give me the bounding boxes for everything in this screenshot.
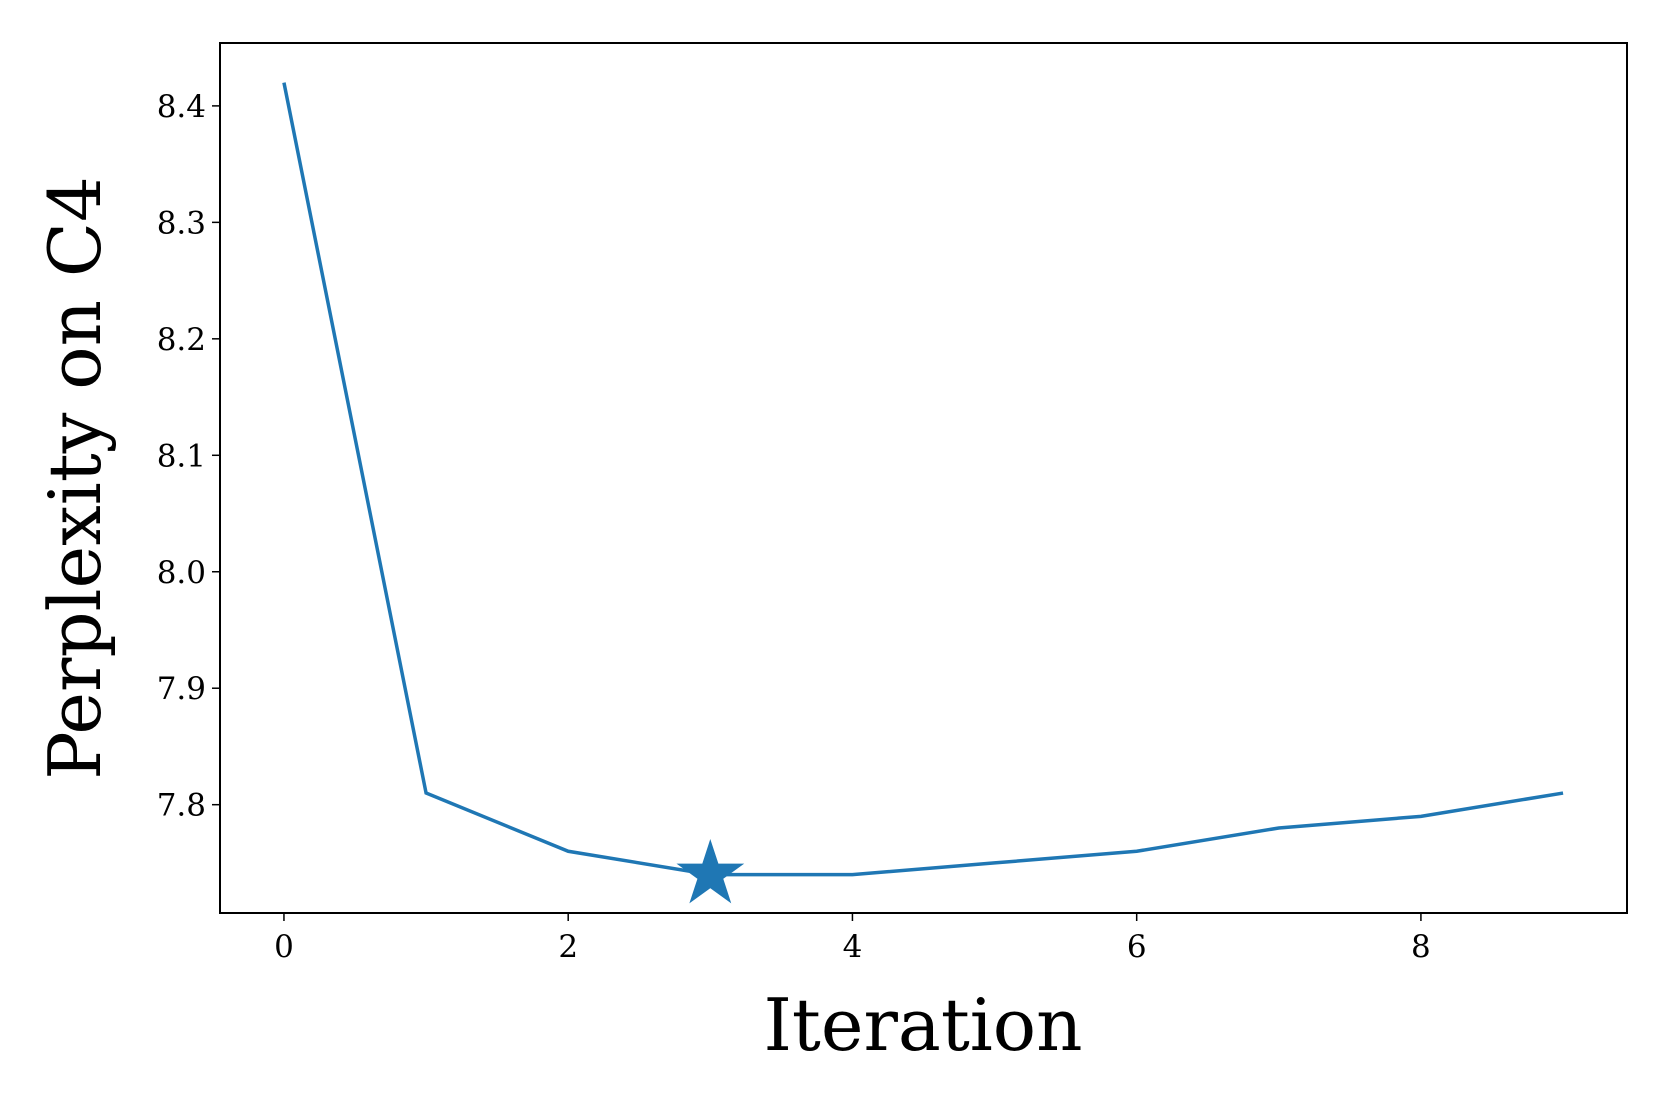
x-axis-label: Iteration [763,983,1082,1067]
x-tick-label: 2 [558,929,578,965]
x-tick-label: 6 [1127,929,1147,965]
plot-frame [219,42,1628,914]
y-tick-label: 8.3 [157,205,206,241]
y-tick-label: 8.4 [157,89,206,125]
highlight-star [676,838,745,904]
y-tick-label: 8.2 [157,322,206,358]
y-tick-label: 8.0 [157,555,206,591]
y-tick-label: 7.8 [157,788,206,824]
y-tick-label: 8.1 [157,438,206,474]
line [282,82,1564,877]
x-tick-label: 8 [1411,929,1431,965]
y-tick-label: 7.9 [157,671,206,707]
x-tick-label: 4 [843,929,863,965]
y-axis-label: Perplexity on C4 [33,176,117,780]
x-tick-label: 0 [274,929,294,965]
